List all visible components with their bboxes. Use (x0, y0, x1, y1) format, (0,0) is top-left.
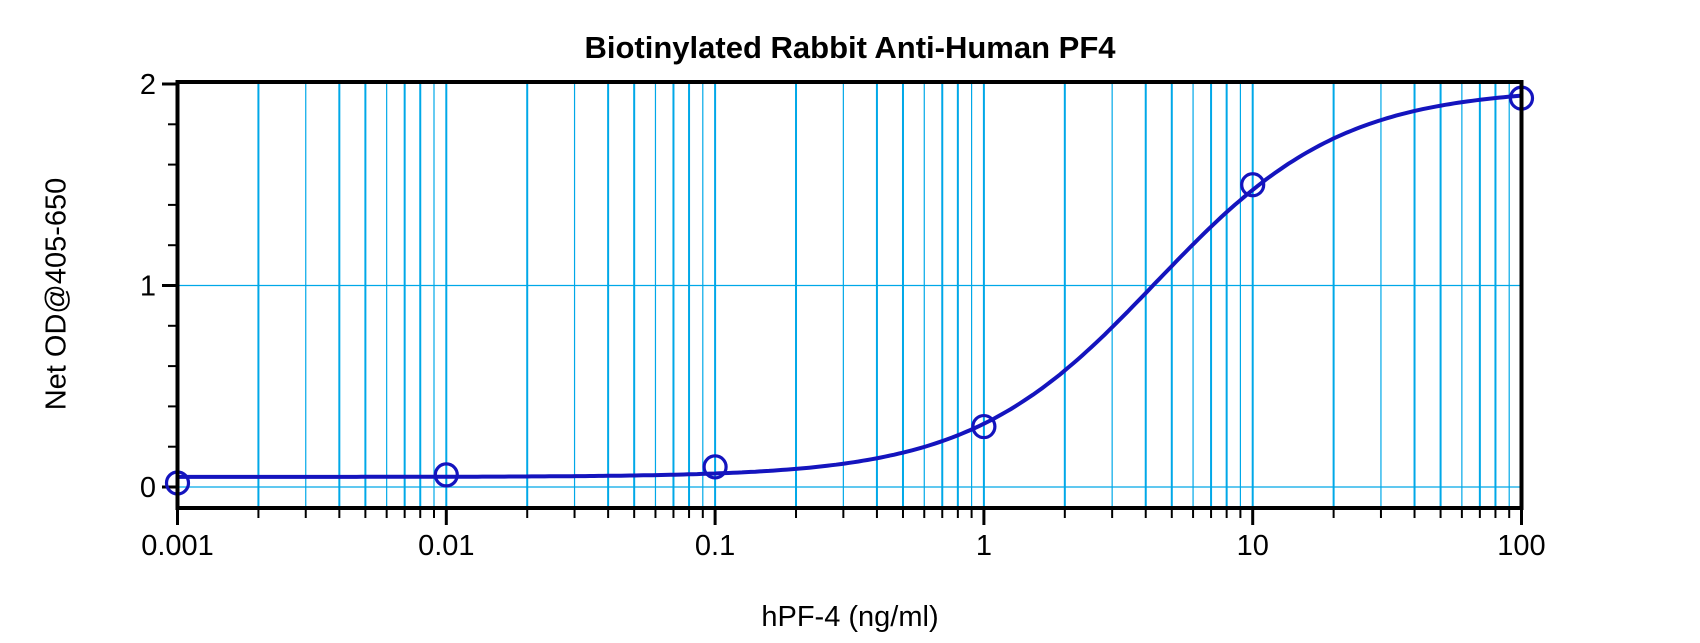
x-tick-label: 100 (1497, 530, 1545, 562)
y-tick-label: 0 (140, 472, 156, 504)
data-point-marker (702, 454, 728, 480)
x-tick-label: 0.001 (141, 530, 214, 562)
data-markers (164, 85, 1535, 496)
fit-curve (177, 93, 1522, 479)
x-tick-label: 10 (1237, 530, 1269, 562)
y-tick-label: 1 (140, 271, 156, 303)
plot-border (175, 80, 1524, 510)
data-point-marker (971, 413, 997, 440)
x-tick-label: 1 (976, 530, 992, 562)
x-tick-label: 0.1 (695, 530, 735, 562)
grid-lines (179, 84, 1520, 506)
data-point-marker (1240, 172, 1266, 198)
chart-title: Biotinylated Rabbit Anti-Human PF4 (584, 30, 1116, 65)
data-point-marker (433, 462, 459, 488)
axis-ticks (162, 82, 1523, 525)
dose-response-curve (177, 93, 1522, 479)
tick-labels: 0.001 0.01 0.1 1 10 100 0 1 2 (140, 69, 1546, 562)
plot-frame (175, 80, 1524, 510)
x-axis-title: hPF-4 (ng/ml) (761, 601, 939, 633)
x-tick-label: 0.01 (418, 530, 474, 562)
y-tick-label: 2 (140, 69, 156, 101)
